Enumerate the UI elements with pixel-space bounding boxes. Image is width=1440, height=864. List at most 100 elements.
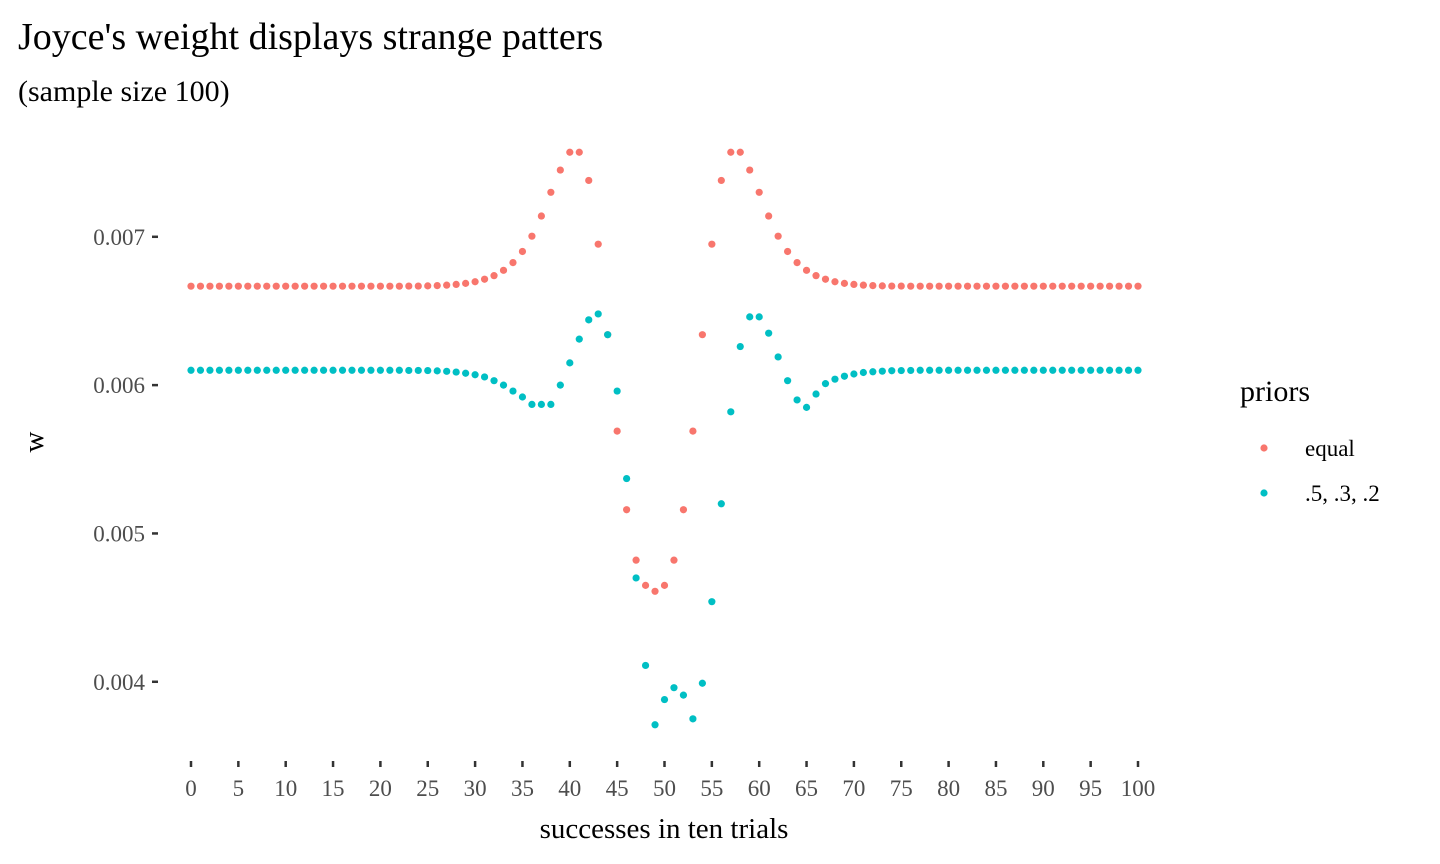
data-point [329,282,337,290]
data-point [187,366,195,374]
x-axis: 0 5 10 15 20 25 30 35 40 45 50 55 60 65 70 75 80 85 90 95 10… [185,761,1155,801]
data-point [367,282,375,290]
data-point [585,316,593,324]
data-point [1087,282,1095,290]
plot-points [187,148,1142,729]
data-point [926,282,934,290]
chart-subtitle: (sample size 100) [18,75,230,108]
x-tick-label: 40 [558,776,581,801]
data-point [859,281,867,289]
legend-key-equal [1260,444,1268,452]
data-point [850,280,858,289]
data-point [821,275,830,283]
legend: priors equal .5, .3, .2 [1240,375,1380,506]
data-point [935,282,943,290]
data-point [708,240,716,248]
data-point [679,506,688,514]
data-point [963,282,972,290]
data-point [821,380,830,388]
data-point [395,366,403,374]
data-point [916,366,924,374]
data-point [793,259,801,267]
data-point [897,282,905,290]
x-tick-label: 35 [511,776,534,801]
data-point [1030,282,1038,290]
data-point [215,366,224,374]
x-tick-label: 15 [322,776,345,801]
data-point [319,366,328,374]
data-point [566,148,574,156]
data-point [1115,282,1123,290]
data-point [1124,282,1133,290]
data-point [357,366,366,374]
series-priors [187,310,1142,729]
data-point [1077,366,1085,374]
data-point [282,366,290,374]
data-point [301,366,309,374]
data-point [386,366,394,374]
data-point [717,176,725,185]
data-point [878,282,886,290]
data-point [1001,366,1010,374]
data-point [623,506,631,514]
data-point [443,281,451,289]
x-tick-label: 55 [700,776,723,801]
data-point [907,366,915,375]
data-point [641,661,650,670]
data-point [802,266,811,274]
data-point [840,372,849,380]
data-point [1058,282,1066,290]
y-tick-label: 0.006 [93,373,145,398]
data-point [462,369,470,377]
data-point [774,353,782,361]
data-point [547,188,555,196]
data-point [499,381,508,389]
x-tick-label: 0 [185,776,197,801]
data-point [1096,366,1104,374]
data-point [395,282,403,290]
data-point [708,598,716,606]
x-tick-label: 45 [606,776,629,801]
x-tick-label: 30 [464,776,487,801]
data-point [490,272,498,280]
data-point [945,282,953,290]
data-point [1115,366,1123,374]
data-point [784,247,792,256]
data-point [1068,282,1076,290]
data-point [859,368,867,377]
data-point [253,282,261,290]
data-point [651,721,659,729]
data-point [480,275,489,283]
data-point [774,232,782,240]
data-point [926,366,934,374]
data-point [736,148,744,156]
data-point [319,282,328,290]
x-tick-label: 25 [416,776,439,801]
data-point [1105,366,1114,374]
data-point [755,313,763,321]
data-point [784,377,792,385]
data-point [509,387,517,395]
data-point [518,247,527,256]
data-point [528,400,536,409]
data-point [982,282,991,290]
y-tick-label: 0.007 [93,225,145,250]
data-point [1096,282,1104,290]
data-point [244,366,252,374]
data-point [263,282,271,290]
y-tick-label: 0.005 [93,521,145,546]
data-point [765,329,773,337]
data-point [547,400,555,409]
data-point [831,375,839,383]
data-point [1020,282,1028,290]
data-point [973,366,981,374]
data-point [509,259,517,267]
data-point [765,212,773,220]
x-axis-title: successes in ten trials [540,813,789,845]
data-point [594,240,602,248]
x-tick-label: 5 [233,776,245,801]
x-tick-label: 70 [842,776,865,801]
data-point [433,367,441,375]
data-point [196,366,205,374]
